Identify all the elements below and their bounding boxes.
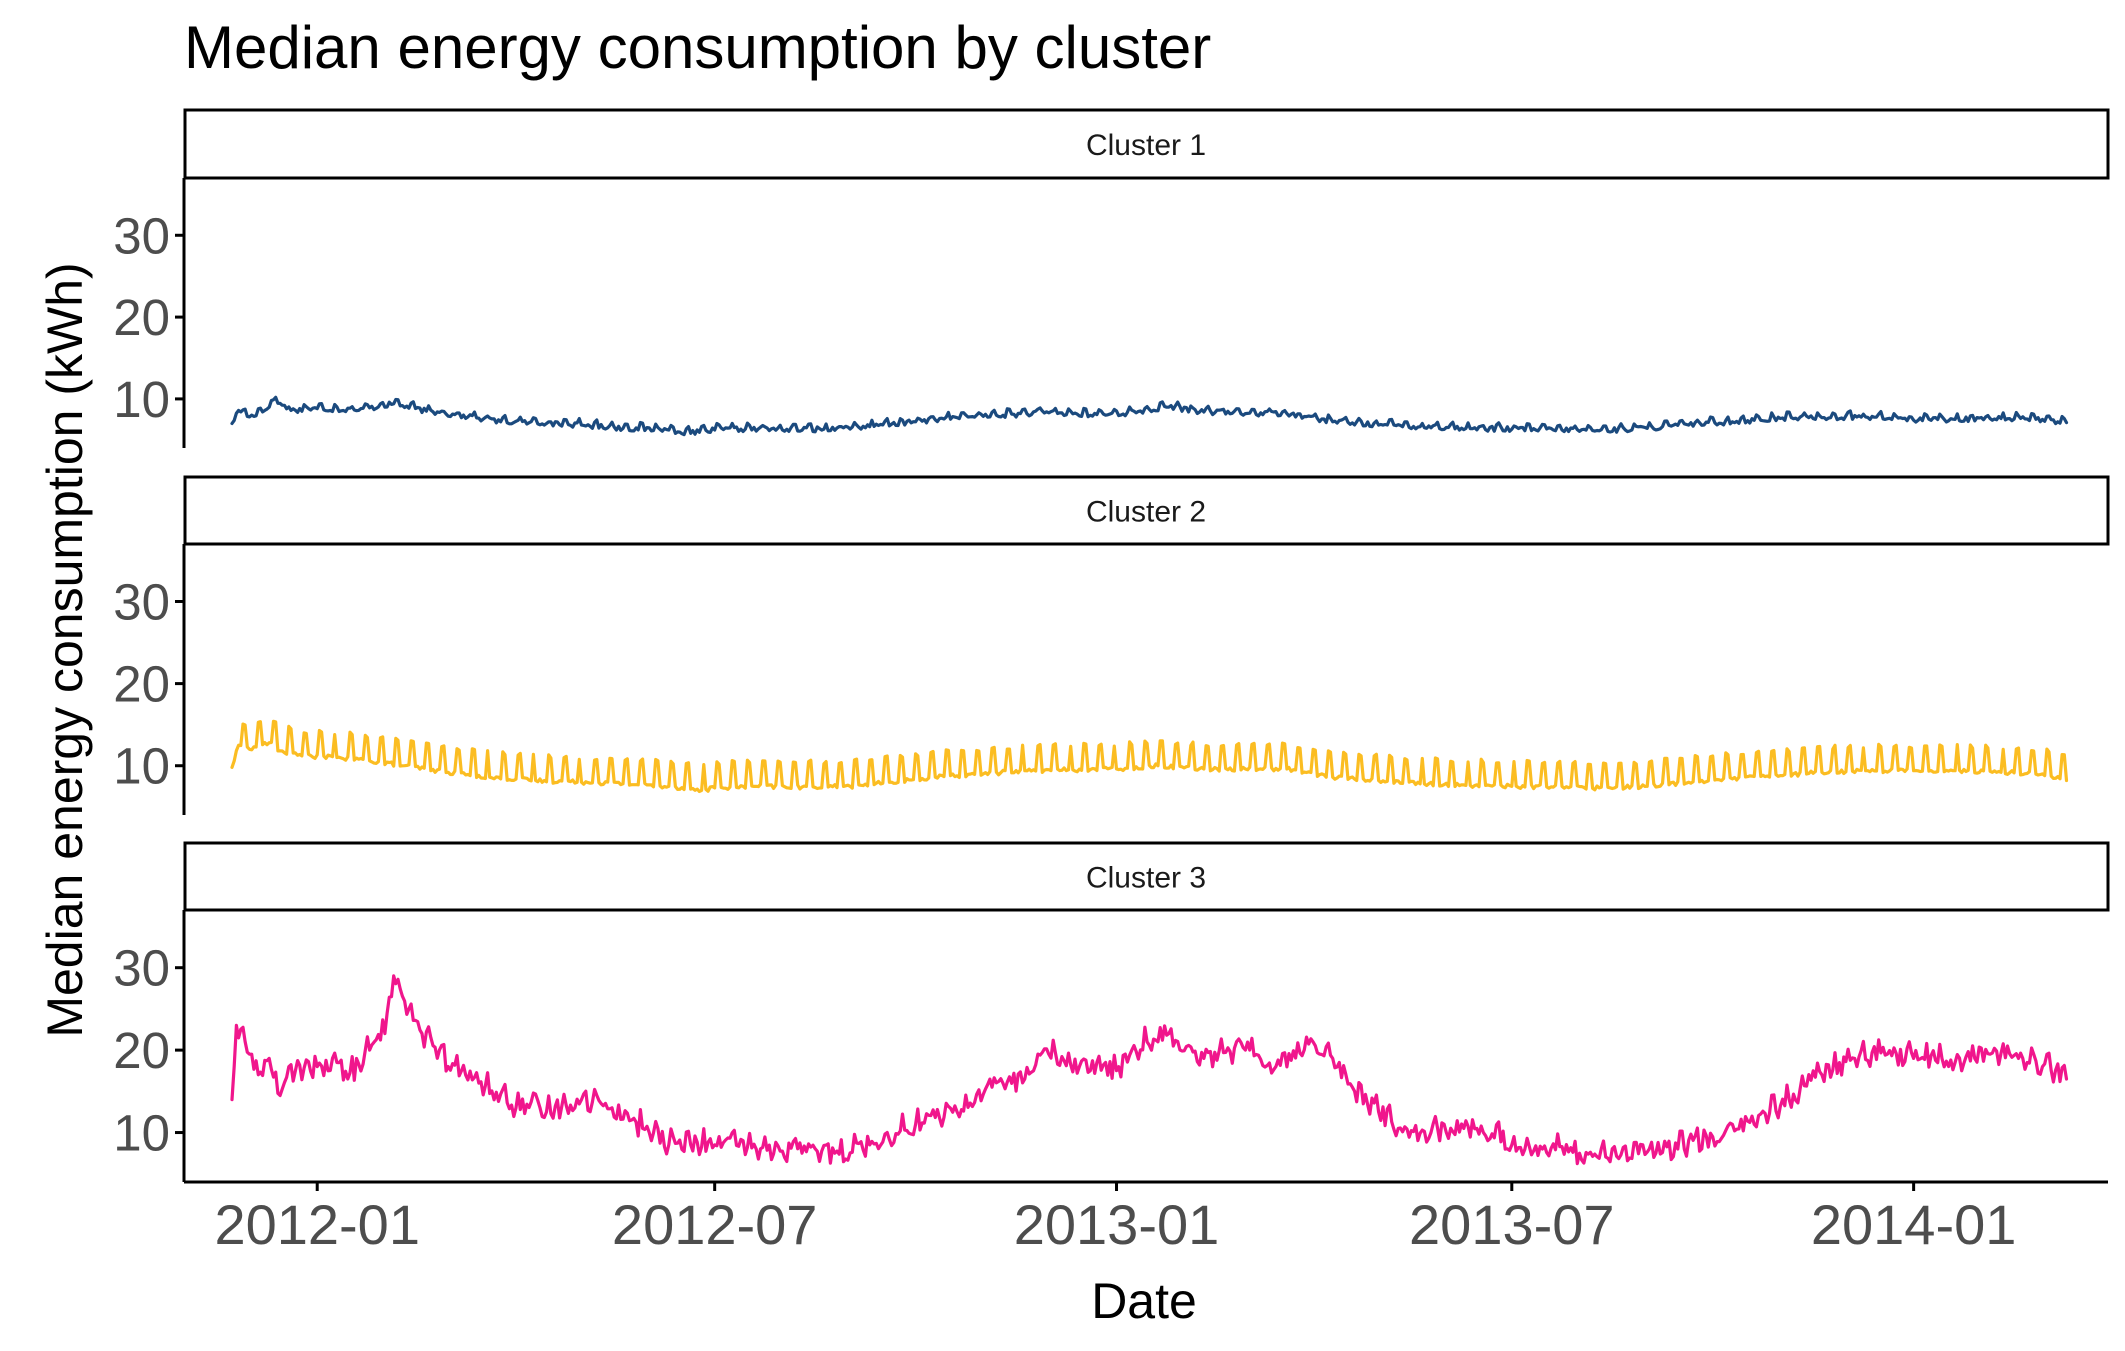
panel-cluster-3: Cluster 3 10 20 30 (113, 841, 2110, 1182)
x-axis-title: Date (1091, 1273, 1197, 1329)
y-tick-label: 30 (113, 573, 170, 630)
x-tick-label: 2013-07 (1409, 1193, 1615, 1256)
strip-label-cluster-1: Cluster 1 (1086, 129, 1206, 162)
strip-cluster-1 (183, 108, 2110, 180)
x-tick-label: 2012-01 (214, 1193, 420, 1256)
series-line-cluster-2 (230, 719, 2069, 794)
y-tick-label: 10 (113, 738, 170, 795)
x-tick-label: 2013-01 (1014, 1193, 1220, 1256)
series-line-cluster-1 (230, 395, 2069, 437)
y-tick-label: 20 (113, 289, 170, 346)
x-tick-label: 2012-07 (612, 1193, 818, 1256)
y-axis-title: Median energy consumption (kWh) (37, 262, 93, 1037)
panel-cluster-2: Cluster 2 10 20 30 (113, 475, 2110, 815)
y-tick-label: 20 (113, 1022, 170, 1079)
y-tick-label: 10 (113, 1105, 170, 1162)
y-tick-label: 30 (113, 207, 170, 264)
x-axis: 2012-01 2012-07 2013-01 2013-07 2014-01 (184, 1180, 2108, 1256)
strip-cluster-2 (183, 475, 2110, 546)
strip-label-cluster-2: Cluster 2 (1086, 496, 1206, 529)
chart-title: Median energy consumption by cluster (184, 14, 1211, 81)
y-tick-label: 10 (113, 371, 170, 428)
x-tick-label: 2014-01 (1811, 1193, 2017, 1256)
y-tick-label: 30 (113, 940, 170, 997)
strip-label-cluster-3: Cluster 3 (1086, 862, 1206, 895)
panel-cluster-1: Cluster 1 10 20 30 (113, 108, 2110, 448)
y-tick-label: 20 (113, 656, 170, 713)
facet-panels: Cluster 1 10 20 30 Cluster 2 10 20 30 Cluster 3 1… (113, 108, 2110, 1182)
strip-cluster-3 (183, 841, 2110, 912)
series-line-cluster-3 (230, 974, 2069, 1166)
